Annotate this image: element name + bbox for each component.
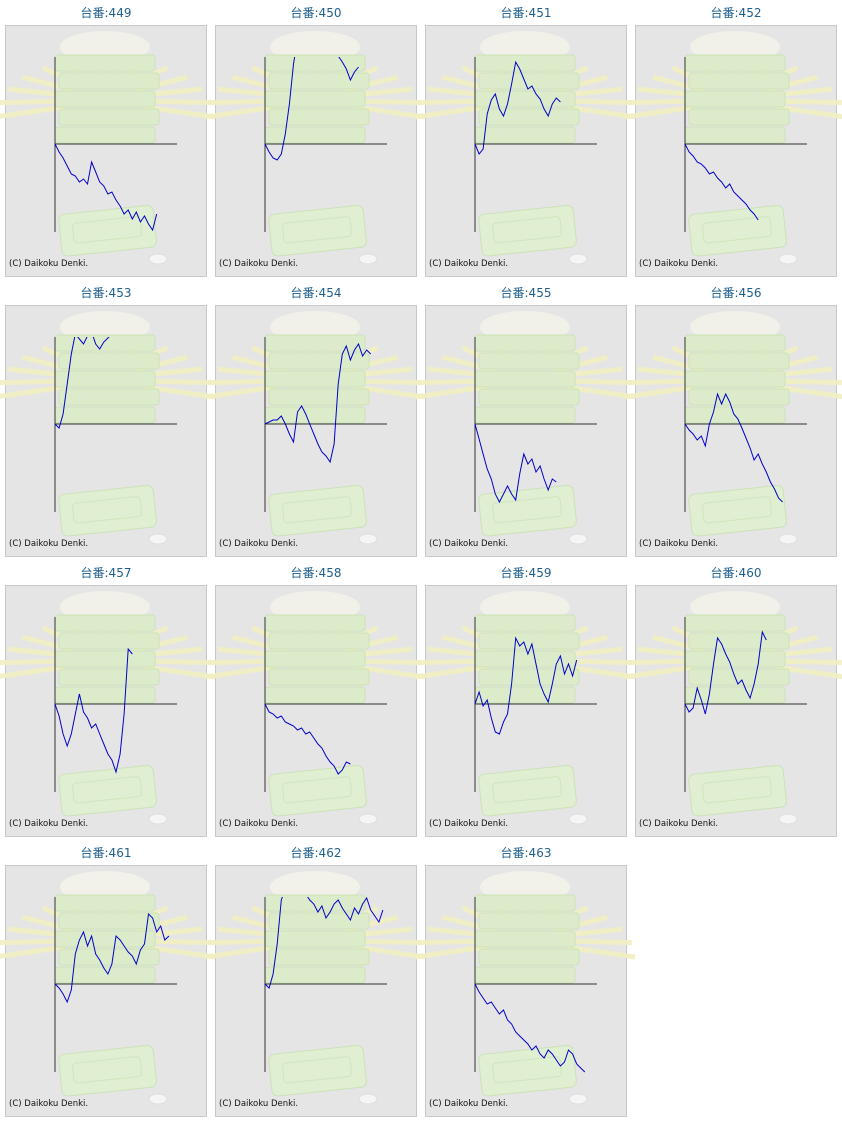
data-line [264, 57, 359, 161]
background-art [624, 591, 842, 825]
copyright: (C) Daikoku Denki. [429, 259, 508, 269]
chart-title: 台番:451 [501, 5, 552, 20]
chart-title: 台番:457 [81, 565, 132, 580]
data-line [684, 143, 759, 221]
chart-panel: (C) Daikoku Denki. [204, 585, 426, 837]
chart-title: 台番:454 [291, 285, 342, 300]
chart-title: 台番:449 [81, 5, 132, 20]
data-line [54, 647, 133, 774]
chart-panel: (C) Daikoku Denki. [204, 865, 426, 1117]
chart-title: 台番:452 [711, 5, 762, 20]
background-art [0, 591, 216, 825]
chart-panel: (C) Daikoku Denki. [0, 865, 216, 1117]
copyright: (C) Daikoku Denki. [9, 539, 88, 549]
copyright: (C) Daikoku Denki. [429, 819, 508, 829]
background-art [624, 31, 842, 265]
copyright: (C) Daikoku Denki. [639, 539, 718, 549]
chart-panel: (C) Daikoku Denki. [0, 305, 216, 557]
chart-panel: (C) Daikoku Denki. [624, 305, 842, 557]
data-line [54, 143, 158, 232]
chart-title: 台番:461 [81, 845, 132, 860]
background-art [414, 311, 636, 545]
copyright: (C) Daikoku Denki. [9, 1099, 88, 1109]
chart-panel: (C) Daikoku Denki. [624, 25, 842, 277]
data-line [684, 630, 767, 715]
chart-title: 台番:460 [711, 565, 762, 580]
chart-panel: (C) Daikoku Denki. [204, 305, 426, 557]
chart-title: 台番:462 [291, 845, 342, 860]
copyright: (C) Daikoku Denki. [639, 819, 718, 829]
copyright: (C) Daikoku Denki. [219, 539, 298, 549]
chart-panel: (C) Daikoku Denki. [414, 865, 636, 1117]
chart-title: 台番:453 [81, 285, 132, 300]
background-art [0, 871, 216, 1105]
chart-title: 台番:463 [501, 845, 552, 860]
background-art [0, 311, 216, 545]
chart-panel: (C) Daikoku Denki. [414, 305, 636, 557]
copyright: (C) Daikoku Denki. [219, 819, 298, 829]
chart-title: 台番:455 [501, 285, 552, 300]
chart-panel: (C) Daikoku Denki. [0, 585, 216, 837]
copyright: (C) Daikoku Denki. [219, 1099, 298, 1109]
background-art [0, 31, 216, 265]
chart-title: 台番:450 [291, 5, 342, 20]
chart-title: 台番:456 [711, 285, 762, 300]
data-line [54, 912, 170, 1004]
chart-title: 台番:458 [291, 565, 342, 580]
chart-title: 台番:459 [501, 565, 552, 580]
background-art [624, 311, 842, 545]
background-art [204, 871, 426, 1105]
chart-panel: (C) Daikoku Denki. [414, 585, 636, 837]
copyright: (C) Daikoku Denki. [9, 819, 88, 829]
data-line [264, 342, 372, 464]
chart-panel: (C) Daikoku Denki. [414, 25, 636, 277]
chart-panel: (C) Daikoku Denki. [0, 25, 216, 277]
chart-panel: (C) Daikoku Denki. [204, 25, 426, 277]
chart-panel: (C) Daikoku Denki. [624, 585, 842, 837]
data-line [474, 636, 578, 735]
data-line [474, 423, 557, 504]
background-art [414, 31, 636, 265]
copyright: (C) Daikoku Denki. [219, 259, 298, 269]
copyright: (C) Daikoku Denki. [429, 1099, 508, 1109]
data-line [474, 60, 561, 155]
data-line [474, 983, 586, 1073]
background-art [414, 871, 636, 1105]
data-line [264, 897, 384, 989]
data-line [264, 703, 351, 775]
copyright: (C) Daikoku Denki. [429, 539, 508, 549]
background-art [204, 311, 426, 545]
background-art [204, 591, 426, 825]
data-line [684, 392, 783, 503]
copyright: (C) Daikoku Denki. [639, 259, 718, 269]
data-line [54, 337, 110, 429]
copyright: (C) Daikoku Denki. [9, 259, 88, 269]
